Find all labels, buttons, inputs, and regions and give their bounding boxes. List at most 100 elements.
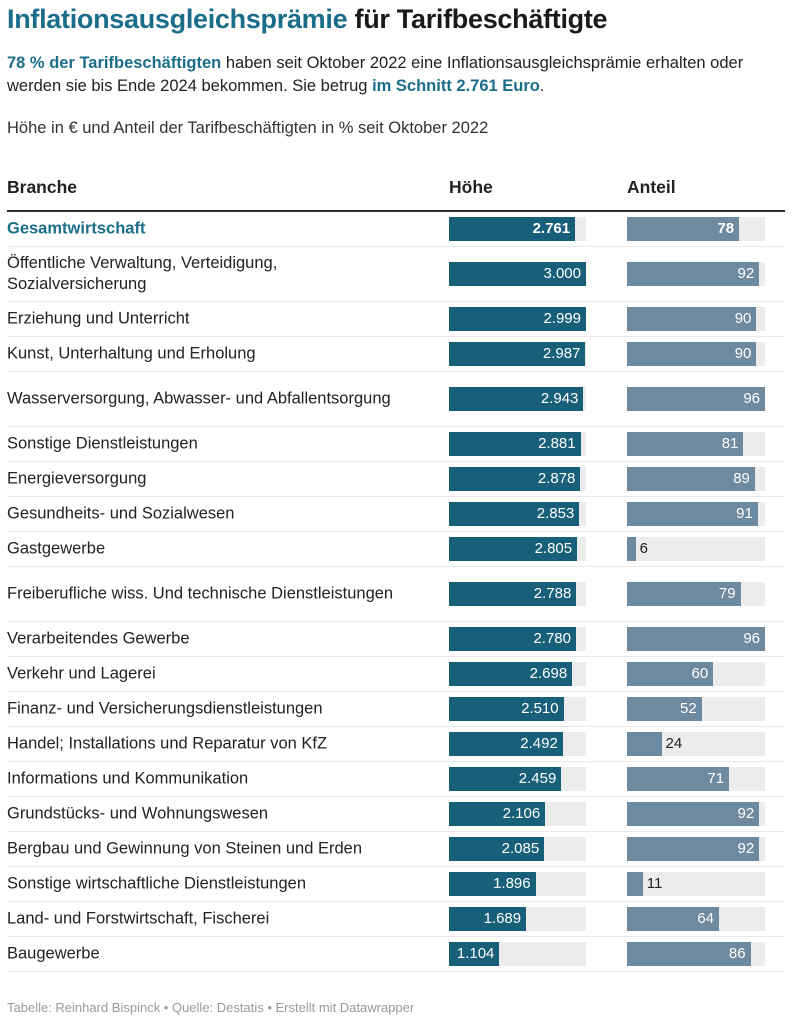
branche-label: Energieversorgung [7, 469, 147, 488]
anteil-bar-track: 60 [627, 662, 765, 686]
hoehe-bar-track: 2.853 [449, 502, 586, 526]
source-footer: Tabelle: Reinhard Bispinck • Quelle: Des… [7, 1000, 415, 1015]
anteil-bar [627, 872, 643, 896]
table-row: Energieversorgung 2.878 89 [7, 462, 785, 497]
table-body: Gesamtwirtschaft 2.761 78 Öffentliche Verwa… [7, 212, 785, 972]
branche-label: Informations und Kommunikation [7, 769, 249, 788]
anteil-bar-track: 92 [627, 837, 765, 861]
hoehe-bar-track: 2.805 [449, 537, 586, 561]
anteil-value-label: 60 [691, 665, 709, 682]
hoehe-bar [449, 467, 581, 491]
hoehe-value-label: 2.987 [542, 345, 581, 362]
hoehe-bar [449, 537, 578, 561]
anteil-value-label: 71 [707, 770, 725, 787]
branche-label: Freiberufliche wiss. Und technische Dien… [7, 584, 394, 603]
anteil-bar-track: 86 [627, 942, 765, 966]
title-accent: Inflationsausgleichsprämie [7, 4, 348, 34]
column-header-branche[interactable]: Branche [7, 177, 78, 197]
hoehe-bar-track: 2.492 [449, 732, 586, 756]
anteil-bar-track: 90 [627, 307, 765, 331]
branche-label: Verkehr und Lagerei [7, 664, 156, 683]
anteil-value-label: 89 [733, 470, 750, 487]
anteil-bar-track: 96 [627, 627, 765, 651]
data-table: Branche Höhe Anteil Gesamtwirtschaft 2.76… [7, 170, 785, 972]
hoehe-value-label: 2.805 [534, 540, 573, 557]
branche-label: Gastgewerbe [7, 539, 106, 558]
anteil-bar [627, 387, 765, 411]
intro-highlight-average: im Schnitt 2.761 Euro [372, 77, 540, 95]
branche-label: Erziehung und Unterricht [7, 309, 190, 328]
anteil-bar [627, 307, 757, 331]
hoehe-bar [449, 582, 577, 606]
anteil-bar-track: 89 [627, 467, 765, 491]
branche-label: Finanz- und Versicherungsdienstleistunge… [7, 699, 323, 718]
anteil-bar [627, 802, 760, 826]
anteil-bar [627, 432, 744, 456]
hoehe-bar [449, 697, 564, 721]
table-row: Sonstige Dienstleistungen 2.881 81 [7, 427, 785, 462]
hoehe-bar-track: 2.780 [449, 627, 586, 651]
anteil-bar [627, 262, 760, 286]
hoehe-bar-track: 3.000 [449, 262, 586, 286]
hoehe-value-label: 1.689 [483, 910, 522, 927]
hoehe-value-label: 2.780 [533, 630, 571, 647]
branche-label: Sonstige wirtschaftliche Dienstleistunge… [7, 874, 306, 893]
hoehe-value-label: 2.999 [543, 310, 581, 327]
branche-label: Wasserversorgung, Abwasser- und Abfallen… [7, 389, 391, 408]
table-row: Kunst, Unterhaltung und Erholung 2.987 90 [7, 337, 785, 372]
hoehe-bar-track: 1.896 [449, 872, 586, 896]
anteil-value-label: 86 [728, 945, 746, 962]
hoehe-value-label: 2.761 [532, 220, 571, 237]
hoehe-bar-track: 1.689 [449, 907, 586, 931]
anteil-value-label: 24 [665, 735, 683, 752]
anteil-value-label: 90 [734, 310, 752, 327]
hoehe-bar [449, 217, 576, 241]
anteil-bar [627, 837, 760, 861]
hoehe-value-label: 2.698 [529, 665, 568, 682]
anteil-value-label: 91 [736, 505, 753, 522]
anteil-bar [627, 767, 730, 791]
table-row: Gastgewerbe 2.805 6 [7, 532, 785, 567]
anteil-value-label: 90 [734, 345, 752, 362]
hoehe-bar-track: 2.987 [449, 342, 586, 366]
anteil-value-label: 81 [721, 435, 739, 452]
table-row: Grundstücks- und Wohnungswesen 2.106 92 [7, 797, 785, 832]
anteil-bar-track: 11 [627, 872, 765, 896]
anteil-bar-track: 81 [627, 432, 765, 456]
hoehe-bar-track: 2.085 [449, 837, 586, 861]
column-header-hoehe[interactable]: Höhe [449, 177, 493, 197]
anteil-bar [627, 342, 757, 366]
hoehe-bar-track: 2.106 [449, 802, 586, 826]
table-row: Bergbau und Gewinnung von Steinen und Er… [7, 832, 785, 867]
anteil-bar [627, 732, 662, 756]
intro-highlight-share: 78 % der Tarifbeschäftigten [7, 54, 222, 72]
hoehe-bar-track: 2.459 [449, 767, 586, 791]
anteil-bar [627, 467, 755, 491]
anteil-bar-track: 92 [627, 802, 765, 826]
chart-title: Inflationsausgleichsprämie für Tarifbesc… [7, 4, 608, 35]
branche-label: Land- und Forstwirtschaft, Fischerei [7, 909, 270, 928]
anteil-bar-track: 91 [627, 502, 765, 526]
hoehe-value-label: 2.459 [518, 770, 557, 787]
anteil-bar [627, 582, 741, 606]
column-header-anteil[interactable]: Anteil [627, 177, 676, 197]
anteil-bar-track: 6 [627, 537, 765, 561]
anteil-bar [627, 907, 719, 931]
hoehe-bar [449, 907, 527, 931]
hoehe-bar-track: 2.943 [449, 387, 586, 411]
anteil-value-label: 92 [737, 840, 755, 857]
anteil-bar-track: 90 [627, 342, 765, 366]
table-row: Sonstige wirtschaftliche Dienstleistunge… [7, 867, 785, 902]
hoehe-bar-track: 1.104 [449, 942, 586, 966]
hoehe-bar [449, 837, 545, 861]
hoehe-bar-track: 2.881 [449, 432, 586, 456]
anteil-bar-track: 71 [627, 767, 765, 791]
anteil-bar [627, 662, 714, 686]
hoehe-bar [449, 802, 546, 826]
branche-label: Sonstige Dienstleistungen [7, 434, 198, 453]
hoehe-value-label: 3.000 [543, 265, 581, 282]
table-row: Gesamtwirtschaft 2.761 78 [7, 212, 785, 247]
hoehe-bar [449, 942, 500, 966]
hoehe-bar [449, 767, 562, 791]
anteil-value-label: 64 [697, 910, 714, 927]
